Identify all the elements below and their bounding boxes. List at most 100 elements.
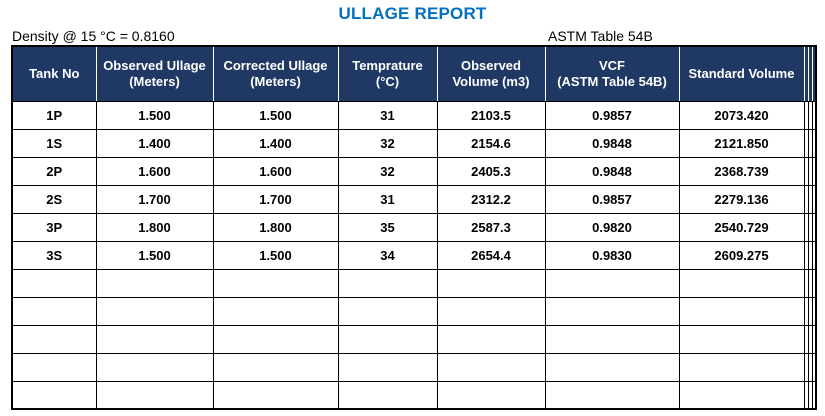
table-row bbox=[11, 352, 817, 382]
table-cell: 34 bbox=[337, 240, 438, 270]
table-cell: 32 bbox=[337, 128, 438, 158]
table-cell bbox=[337, 352, 438, 382]
tank-no-cell: 1P bbox=[11, 100, 97, 130]
table-cell: 1.500 bbox=[95, 240, 214, 270]
table-cell bbox=[212, 380, 339, 410]
table-row: 2P 1.600 1.600 32 2405.3 0.9848 2368.739 bbox=[11, 156, 817, 186]
table-cell bbox=[95, 296, 214, 326]
table-cell: 2587.3 bbox=[436, 212, 546, 242]
table-cell: 1.500 bbox=[95, 100, 214, 130]
table-cell bbox=[678, 296, 805, 326]
spacer-cell bbox=[811, 156, 817, 186]
table-cell bbox=[337, 380, 438, 410]
spacer-cell bbox=[811, 296, 817, 326]
table-cell: 2121.850 bbox=[678, 128, 805, 158]
table-cell bbox=[436, 268, 546, 298]
table-cell bbox=[212, 352, 339, 382]
table-cell: 2368.739 bbox=[678, 156, 805, 186]
table-cell: 1.800 bbox=[212, 212, 339, 242]
table-cell: 0.9857 bbox=[544, 100, 680, 130]
table-cell: 1.700 bbox=[95, 184, 214, 214]
tank-no-cell: 3S bbox=[11, 240, 97, 270]
spacer-cell bbox=[811, 380, 817, 410]
table-cell: 2540.729 bbox=[678, 212, 805, 242]
column-header-vcf: VCF (ASTM Table 54B) bbox=[544, 45, 680, 102]
table-cell bbox=[95, 268, 214, 298]
table-cell bbox=[544, 324, 680, 354]
table-cell bbox=[678, 268, 805, 298]
table-cell bbox=[678, 380, 805, 410]
column-header-corrected-ullage: Corrected Ullage (Meters) bbox=[212, 45, 339, 102]
table-cell: 1.600 bbox=[95, 156, 214, 186]
table-cell: 2609.275 bbox=[678, 240, 805, 270]
table-row: 2S 1.700 1.700 31 2312.2 0.9857 2279.136 bbox=[11, 184, 817, 214]
spacer-cell bbox=[811, 268, 817, 298]
table-cell bbox=[436, 324, 546, 354]
table-cell bbox=[337, 296, 438, 326]
table-cell: 1.700 bbox=[212, 184, 339, 214]
table-row bbox=[11, 268, 817, 298]
table-cell bbox=[436, 296, 546, 326]
table-cell bbox=[337, 324, 438, 354]
table-cell: 0.9848 bbox=[544, 128, 680, 158]
table-cell bbox=[436, 352, 546, 382]
table-cell bbox=[95, 352, 214, 382]
spacer-cell bbox=[811, 324, 817, 354]
table-cell bbox=[544, 296, 680, 326]
column-header-standard-volume: Standard Volume bbox=[678, 45, 805, 102]
header-row: Tank No Observed Ullage (Meters) Correct… bbox=[11, 45, 817, 102]
column-header-observed-ullage: Observed Ullage (Meters) bbox=[95, 45, 214, 102]
density-note: Density @ 15 °C = 0.8160 bbox=[12, 28, 175, 44]
spacer-cell bbox=[811, 212, 817, 242]
spacer-cell bbox=[811, 128, 817, 158]
tank-no-cell: 3P bbox=[11, 212, 97, 242]
table-cell: 1.500 bbox=[212, 100, 339, 130]
tank-no-cell: 2S bbox=[11, 184, 97, 214]
table-cell: 0.9820 bbox=[544, 212, 680, 242]
ullage-table: Tank No Observed Ullage (Meters) Correct… bbox=[11, 45, 817, 410]
table-cell: 2312.2 bbox=[436, 184, 546, 214]
tank-no-cell bbox=[11, 380, 97, 410]
table-cell bbox=[212, 268, 339, 298]
astm-table-note: ASTM Table 54B bbox=[548, 28, 653, 44]
table-cell: 1.400 bbox=[95, 128, 214, 158]
table-cell bbox=[544, 380, 680, 410]
table-row bbox=[11, 380, 817, 410]
tank-no-cell bbox=[11, 268, 97, 298]
tank-no-cell bbox=[11, 352, 97, 382]
spacer-cell bbox=[811, 352, 817, 382]
table-cell bbox=[544, 268, 680, 298]
table-cell: 1.600 bbox=[212, 156, 339, 186]
table-cell: 35 bbox=[337, 212, 438, 242]
table-cell: 31 bbox=[337, 184, 438, 214]
column-header-temperature: Temprature (°C) bbox=[337, 45, 438, 102]
table-cell: 2279.136 bbox=[678, 184, 805, 214]
table-row: 3S 1.500 1.500 34 2654.4 0.9830 2609.275 bbox=[11, 240, 817, 270]
table-cell: 2154.6 bbox=[436, 128, 546, 158]
table-cell: 2654.4 bbox=[436, 240, 546, 270]
table-cell bbox=[95, 324, 214, 354]
table-cell bbox=[678, 352, 805, 382]
tank-no-cell: 1S bbox=[11, 128, 97, 158]
table-cell: 1.500 bbox=[212, 240, 339, 270]
spacer-cell bbox=[811, 240, 817, 270]
table-cell: 32 bbox=[337, 156, 438, 186]
tank-no-cell bbox=[11, 296, 97, 326]
table-row: 1P 1.500 1.500 31 2103.5 0.9857 2073.420 bbox=[11, 100, 817, 130]
table-cell bbox=[212, 296, 339, 326]
page-title: ULLAGE REPORT bbox=[338, 4, 487, 23]
table-row bbox=[11, 324, 817, 354]
column-header-observed-volume: Observed Volume (m3) bbox=[436, 45, 546, 102]
table-cell: 2103.5 bbox=[436, 100, 546, 130]
table-cell: 1.400 bbox=[212, 128, 339, 158]
table-cell: 1.800 bbox=[95, 212, 214, 242]
table-cell bbox=[95, 380, 214, 410]
table-cell bbox=[436, 380, 546, 410]
table-cell bbox=[212, 324, 339, 354]
table-cell: 31 bbox=[337, 100, 438, 130]
table-row: 1S 1.400 1.400 32 2154.6 0.9848 2121.850 bbox=[11, 128, 817, 158]
tank-no-cell bbox=[11, 324, 97, 354]
table-cell: 0.9857 bbox=[544, 184, 680, 214]
column-header-tank-no: Tank No bbox=[11, 45, 97, 102]
